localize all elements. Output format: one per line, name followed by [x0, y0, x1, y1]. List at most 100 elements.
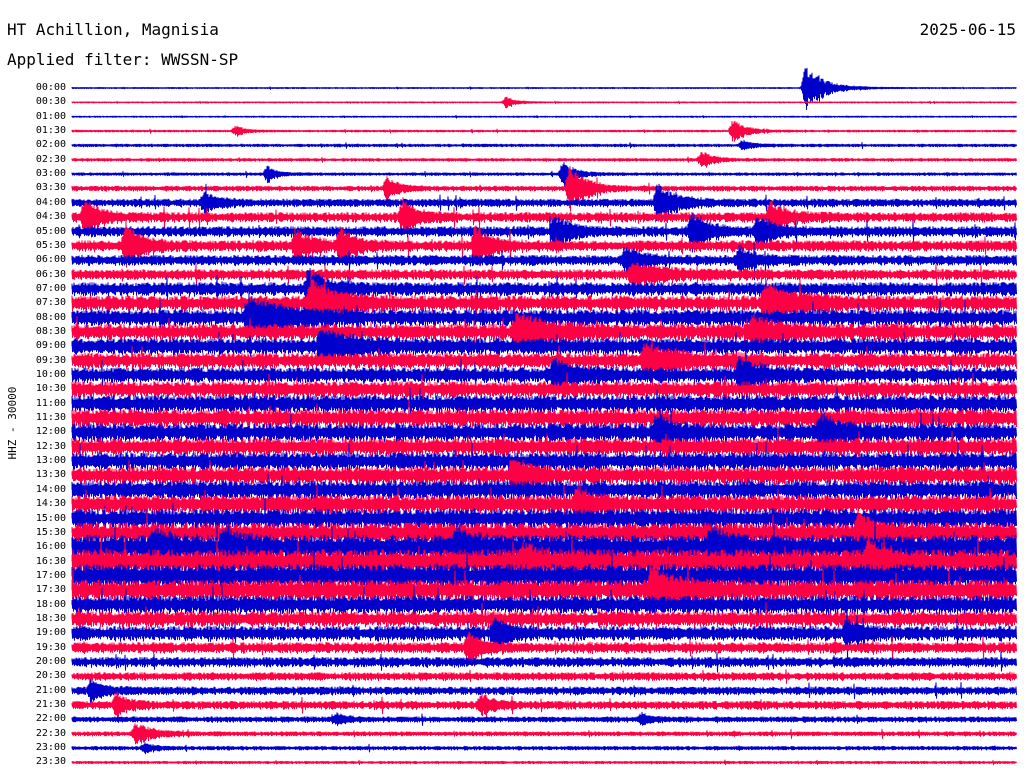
time-label: 01:30 [35, 125, 66, 137]
trace-line [71, 598, 1017, 667]
trace-line [71, 96, 1017, 109]
time-label: 14:00 [35, 483, 66, 495]
trace-line [71, 691, 1017, 718]
trace-line [71, 242, 1017, 281]
trace-line [71, 521, 1017, 577]
time-label: 18:30 [35, 612, 66, 624]
time-label-column: 00:00 00:30 01:00 01:30 02:00 02:30 03:00 03:30… [0, 0, 66, 780]
trace-line [71, 759, 1017, 766]
time-label: 03:00 [35, 168, 66, 180]
time-label: 20:30 [35, 670, 66, 682]
time-label: 13:00 [35, 455, 66, 467]
filter-label: Applied filter: WWSSN-SP [7, 50, 239, 69]
trace-line [71, 427, 1017, 468]
time-label: 17:30 [35, 584, 66, 596]
trace-line [71, 264, 1017, 339]
trace-line [71, 332, 1017, 388]
time-label: 10:00 [35, 369, 66, 380]
trace-line [71, 343, 1017, 403]
time-label: 08:30 [35, 325, 66, 337]
time-label: 08:00 [35, 311, 66, 323]
time-label: 16:00 [35, 541, 66, 553]
trace-line [71, 459, 1017, 493]
trace-line [71, 409, 1017, 460]
time-label: 23:00 [35, 742, 66, 754]
trace-line [71, 711, 1017, 727]
trace-line [71, 139, 1017, 151]
time-label: 19:00 [35, 627, 66, 639]
time-label: 06:30 [35, 268, 66, 280]
time-label: 15:00 [35, 512, 66, 524]
time-label: 09:30 [35, 354, 66, 366]
trace-line [71, 398, 1017, 437]
trace-line [71, 114, 1017, 119]
time-label: 21:00 [35, 684, 66, 696]
trace-line [71, 533, 1017, 590]
time-label: 11:30 [35, 412, 66, 424]
trace-line [71, 312, 1017, 353]
time-label: 03:30 [35, 182, 66, 194]
time-label: 04:00 [35, 196, 66, 208]
trace-line [71, 183, 1017, 222]
trace-line [71, 220, 1017, 268]
date-label: 2025-06-15 [919, 20, 1016, 39]
time-label: 02:30 [35, 153, 66, 165]
time-label: 06:00 [35, 254, 66, 266]
trace-line [71, 473, 1017, 507]
trace-line [71, 262, 1017, 289]
trace-line [71, 669, 1017, 684]
trace-line [71, 212, 1017, 253]
time-label: 05:00 [35, 225, 66, 237]
trace-line [71, 162, 1017, 187]
trace-line [71, 631, 1017, 665]
time-label: 01:00 [35, 110, 66, 122]
trace-line [71, 651, 1017, 673]
time-label: 16:30 [35, 555, 66, 567]
time-label: 07:30 [35, 297, 66, 309]
station-title: HT Achillion, Magnisia [7, 20, 219, 39]
time-label: 05:30 [35, 239, 66, 251]
time-label: 21:30 [35, 699, 66, 711]
time-label: 10:30 [35, 383, 66, 395]
trace-line [71, 723, 1017, 745]
trace-line [71, 484, 1017, 527]
time-label: 07:00 [35, 282, 66, 294]
trace-line [71, 330, 1017, 365]
time-label: 13:30 [35, 469, 66, 481]
trace-line [71, 585, 1017, 627]
time-label: 18:00 [35, 598, 66, 610]
trace-line [71, 551, 1017, 601]
trace-line [71, 560, 1017, 619]
time-label: 14:30 [35, 498, 66, 510]
time-label: 00:00 [35, 82, 66, 93]
time-label: 11:00 [35, 397, 66, 409]
time-label: 22:30 [35, 727, 66, 739]
time-label: 22:00 [35, 713, 66, 725]
time-label: 04:30 [35, 211, 66, 223]
time-label: 19:30 [35, 641, 66, 653]
trace-line [71, 742, 1017, 755]
trace-line [71, 67, 1017, 111]
time-label: 09:00 [35, 340, 66, 352]
trace-line [71, 152, 1017, 168]
trace-line [71, 386, 1017, 423]
trace-line [71, 120, 1017, 142]
trace-line [71, 197, 1017, 235]
trace-line [71, 442, 1017, 483]
time-label: 12:00 [35, 426, 66, 438]
trace-line [71, 602, 1017, 636]
time-label: 02:00 [35, 139, 66, 151]
trace-line [71, 267, 1017, 312]
time-label: 23:30 [35, 756, 66, 768]
trace-line [71, 678, 1017, 704]
trace-line [71, 497, 1017, 538]
trace-line [71, 372, 1017, 407]
time-label: 20:00 [35, 656, 66, 667]
time-label: 12:30 [35, 440, 66, 452]
trace-line [71, 290, 1017, 341]
time-label: 00:30 [35, 96, 66, 108]
time-label: 15:30 [35, 526, 66, 538]
trace-line [71, 166, 1017, 212]
time-label: 17:00 [35, 569, 66, 581]
